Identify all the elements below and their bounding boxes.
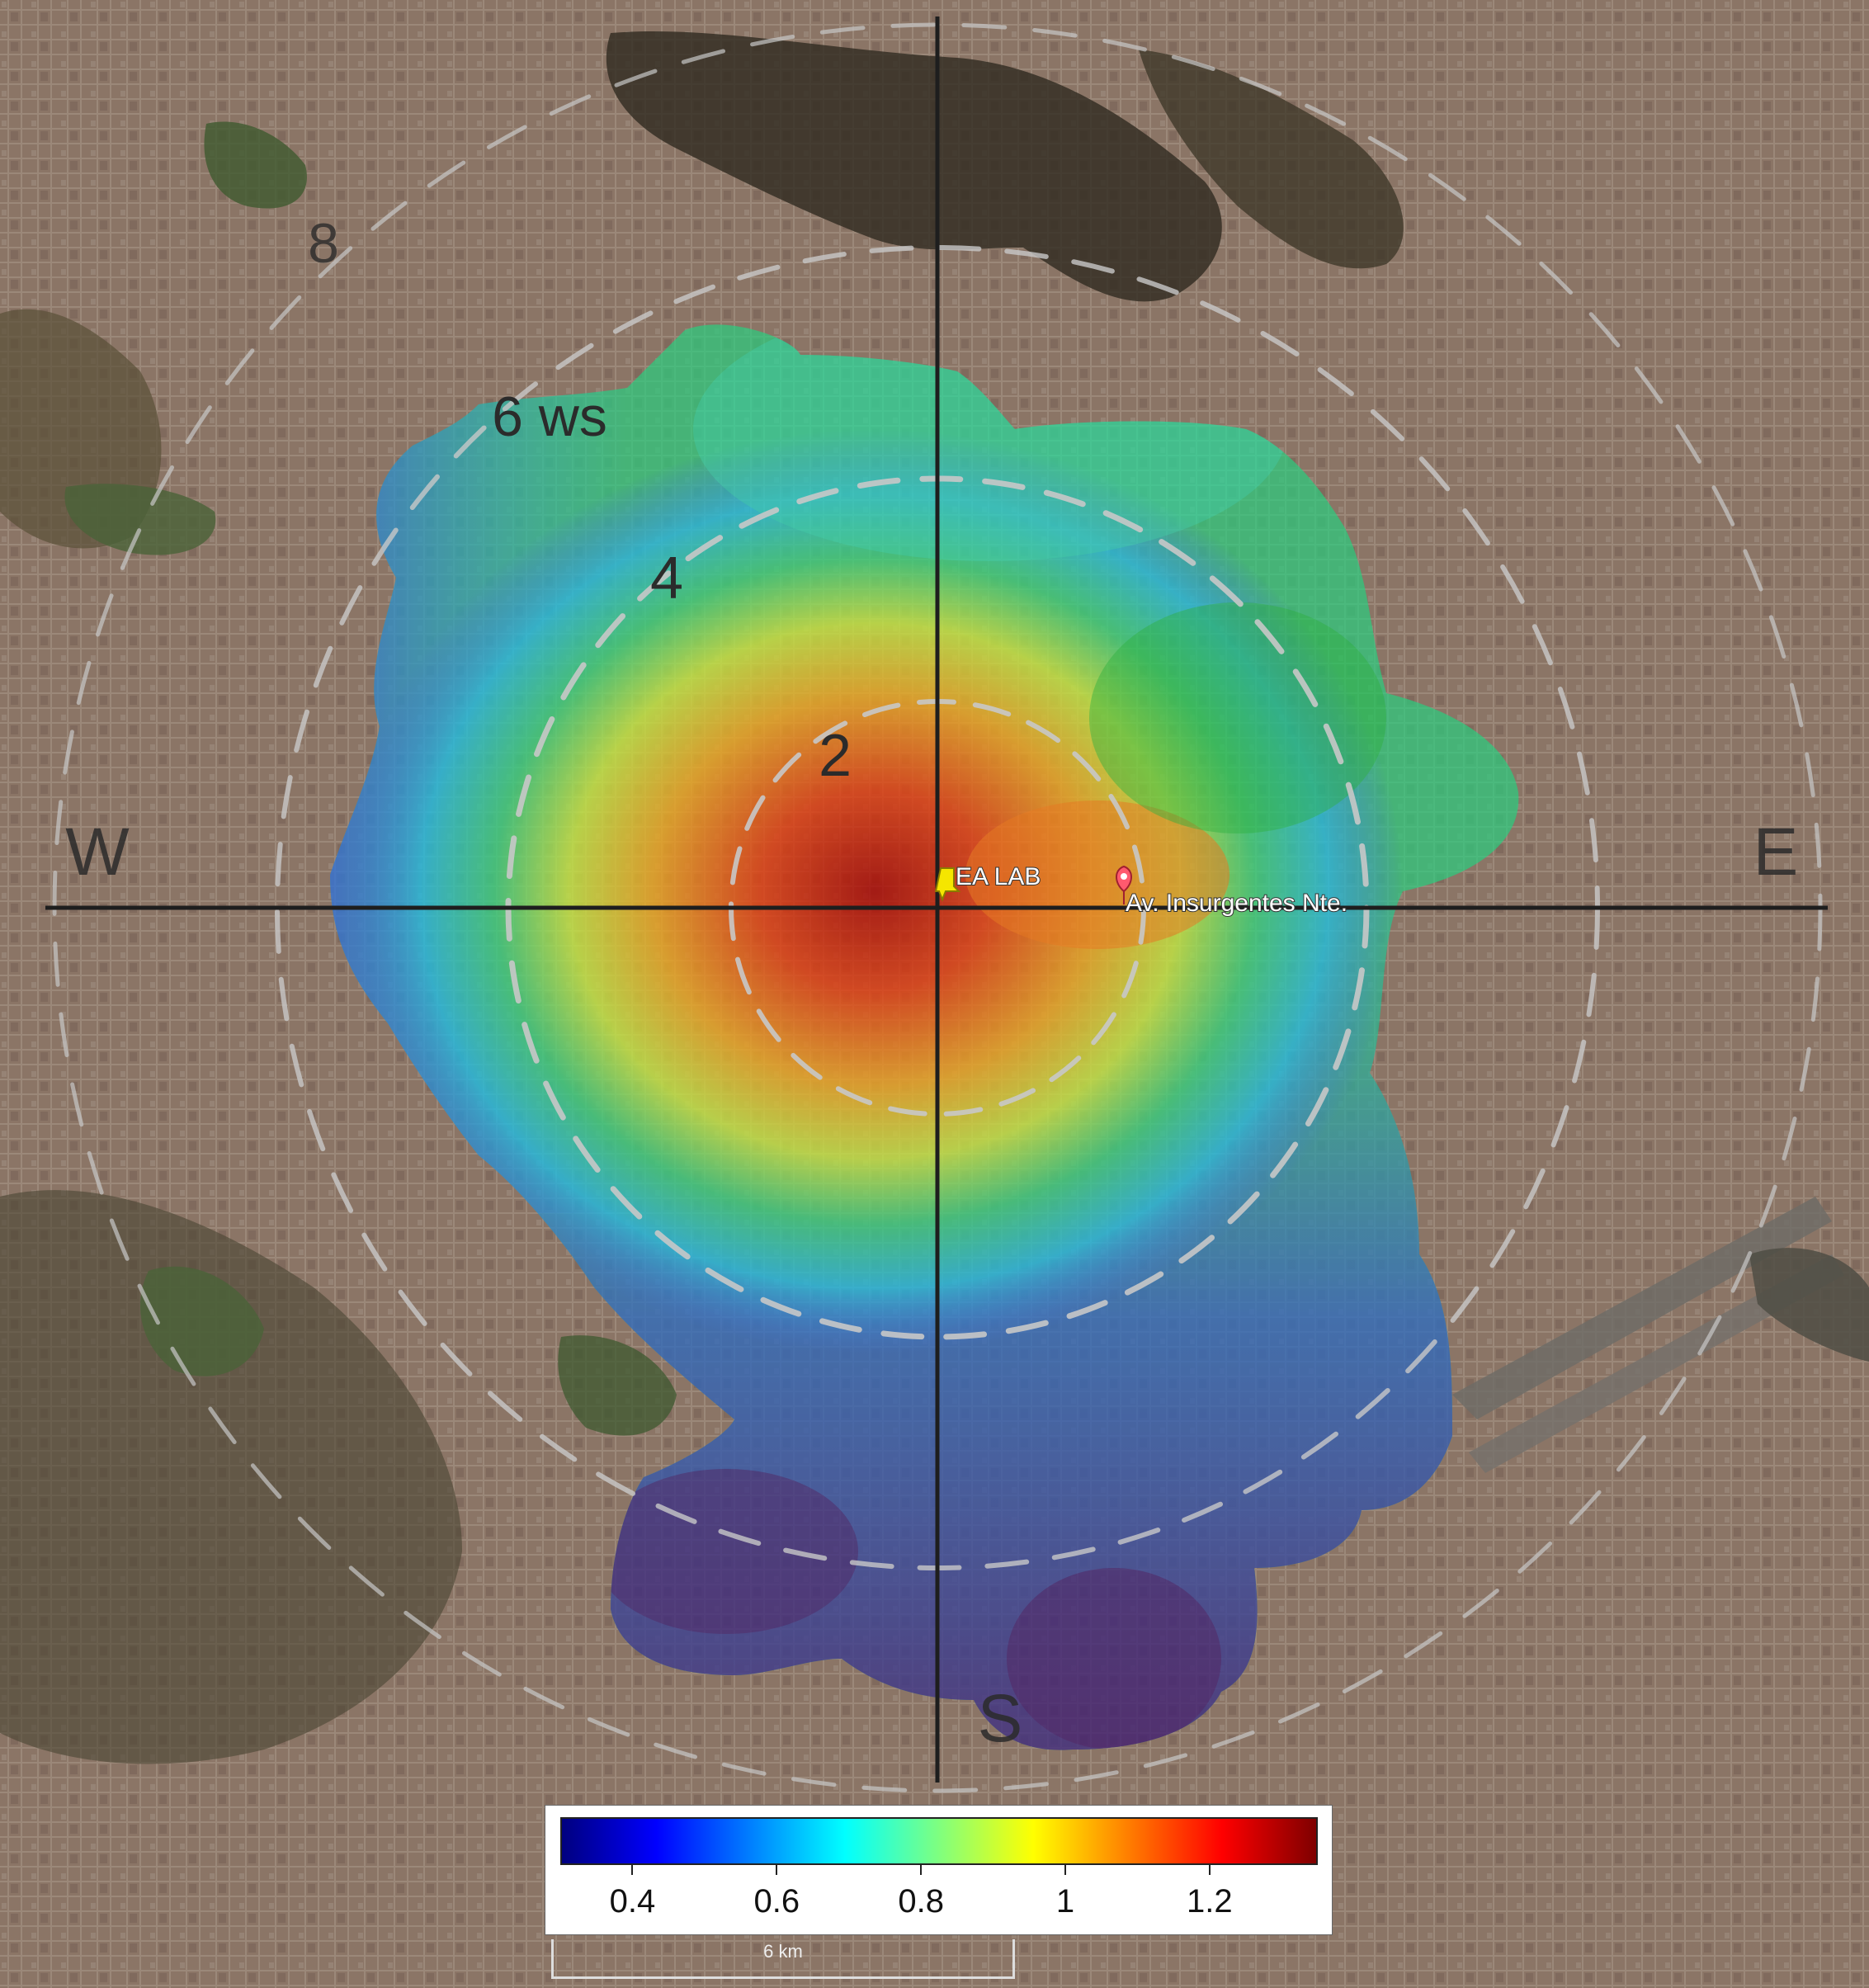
mountain-ridge bbox=[1139, 50, 1404, 269]
mountain-range bbox=[606, 31, 1222, 302]
avenue-marker[interactable]: Av. Insurgentes Nte. bbox=[1116, 865, 1348, 918]
green-park-north bbox=[204, 121, 307, 209]
green-park-west bbox=[64, 484, 216, 555]
colorbar-tick bbox=[776, 1865, 778, 1875]
green-park-southwest-2 bbox=[558, 1335, 677, 1436]
compass-south: S bbox=[978, 1681, 1023, 1756]
map-pin-dot bbox=[1121, 873, 1127, 880]
lab-marker[interactable]: EA LAB bbox=[934, 862, 1041, 902]
colorbar-tick-label: 0.4 bbox=[609, 1883, 656, 1920]
colorbar: 0.4 0.6 0.8 1 1.2 bbox=[545, 1805, 1333, 1935]
ring-label-8: 8 bbox=[308, 212, 339, 275]
colorbar-tick-label: 1.2 bbox=[1187, 1883, 1233, 1920]
pushpin-icon bbox=[934, 867, 961, 902]
colorbar-tick bbox=[631, 1865, 634, 1875]
scale-bar: 6 km bbox=[551, 1939, 1015, 1979]
lab-label: EA LAB bbox=[956, 863, 1041, 890]
colorbar-tick bbox=[1208, 1865, 1211, 1875]
lake-east bbox=[1749, 1248, 1869, 1362]
colorbar-tick bbox=[1064, 1865, 1066, 1875]
colorbar-gradient bbox=[560, 1817, 1318, 1865]
scale-bar-label: 6 km bbox=[763, 1941, 803, 1962]
ring-label-6: 6 ws bbox=[492, 385, 607, 448]
airport-runway bbox=[1452, 1197, 1832, 1419]
compass-west: W bbox=[65, 815, 130, 890]
ring-label-2: 2 bbox=[819, 723, 852, 789]
colorbar-tick bbox=[920, 1865, 923, 1875]
colorbar-tick-label: 0.6 bbox=[753, 1883, 800, 1920]
ring-label-4: 4 bbox=[650, 545, 683, 612]
hills-southwest bbox=[0, 1190, 462, 1764]
airport-runway-2 bbox=[1469, 1254, 1844, 1473]
colorbar-tick-label: 1 bbox=[1055, 1883, 1075, 1920]
avenue-label: Av. Insurgentes Nte. bbox=[1126, 890, 1347, 917]
colorbar-tick-label: 0.8 bbox=[898, 1883, 944, 1920]
compass-east: E bbox=[1753, 815, 1799, 890]
map-pin-icon bbox=[1116, 865, 1132, 904]
